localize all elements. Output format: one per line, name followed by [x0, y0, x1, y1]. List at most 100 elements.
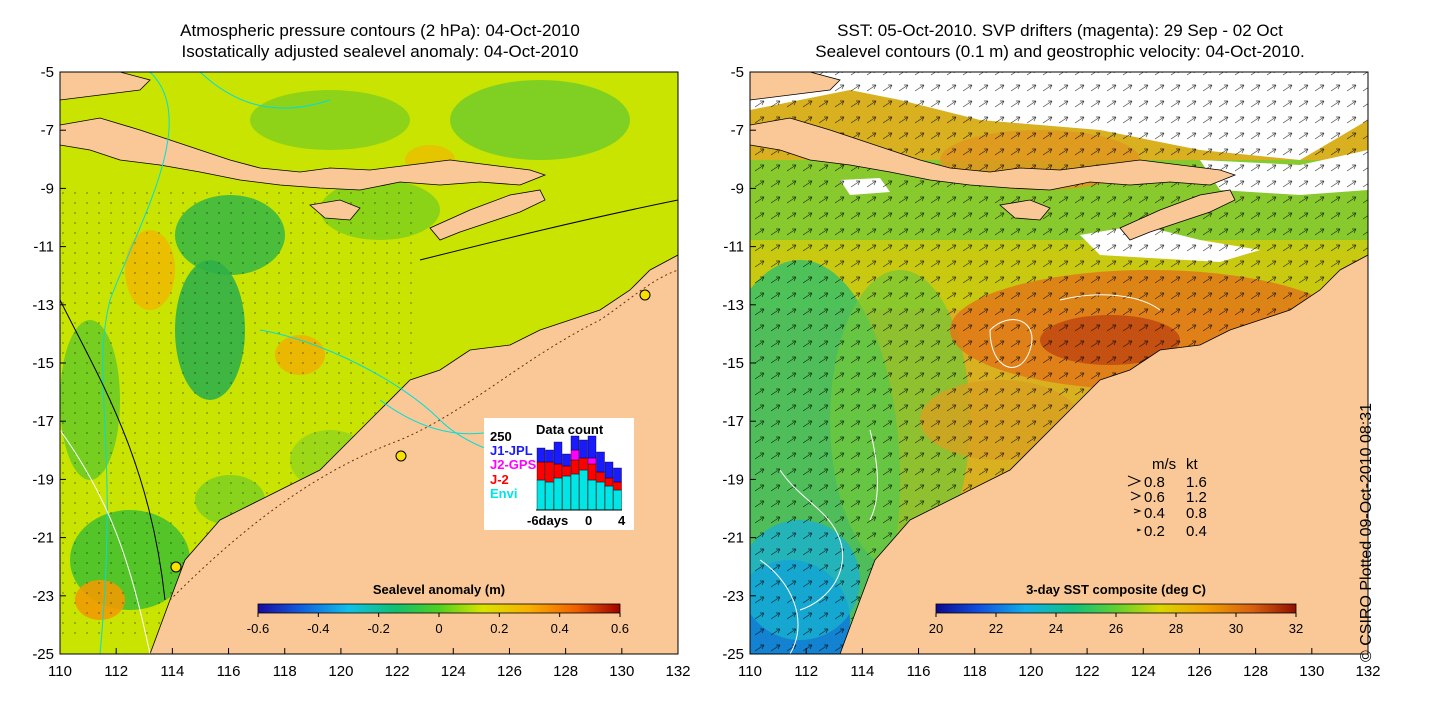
histogram-bar-segment: [553, 463, 563, 479]
y-tick-label: -25: [722, 646, 744, 663]
histogram-bar-segment: [570, 473, 580, 511]
histogram-bar-segment: [536, 447, 546, 463]
data-count-inset: Data count 250 J1-JPL J2-GPS J-2 Envi -6…: [484, 418, 634, 530]
x-tick-label: 114: [160, 663, 184, 680]
sealevel-contour: [779, 469, 844, 611]
y-tick-label: -9: [41, 180, 54, 197]
x-tick-label: 122: [1075, 663, 1100, 680]
left-title-line1: Atmospheric pressure contours (2 hPa): 0…: [180, 21, 580, 40]
inset-histogram-bars: [536, 435, 622, 511]
left-map-panel: [59, 71, 679, 655]
x-tick-label: 120: [328, 663, 353, 680]
colorbar-tick-label: -0.4: [307, 621, 329, 636]
velocity-legend-kt: 0.4: [1186, 523, 1207, 540]
velocity-legend: m/s kt 0.8 1.6 0.6 1.2 0.4 0.8 0.2 0.4: [1127, 456, 1207, 540]
y-tick-label: -15: [32, 355, 54, 372]
y-tick-label: -19: [32, 471, 54, 488]
left-land-masses: [60, 72, 678, 654]
x-tick-label: 114: [850, 663, 874, 680]
velocity-legend-header-ms: m/s: [1152, 456, 1176, 473]
left-colorbar-gradient: [257, 603, 621, 614]
histogram-bar-segment: [596, 451, 605, 473]
inset-legend-j2gps: J2-GPS: [490, 457, 537, 472]
inset-x-tick: 4: [618, 513, 626, 528]
isobath-contour: [199, 72, 331, 109]
timor-island: [1119, 189, 1236, 241]
right-colorbar: 3-day SST composite (deg C) 20 22 24 26 28 30…: [929, 582, 1303, 636]
tide-gauge-marker: [639, 289, 651, 301]
y-tick-label: -21: [32, 530, 54, 547]
sealevel-contour: [869, 429, 878, 521]
inset-legend-j2: J-2: [490, 472, 509, 487]
histogram-bar-segment: [604, 461, 614, 479]
histogram-bar-segment: [587, 479, 597, 511]
histogram-bar-segment: [596, 481, 605, 511]
colorbar-tick-label: 0.2: [490, 621, 508, 636]
right-land-masses: [750, 72, 1368, 654]
velocity-legend-kt: 0.8: [1186, 505, 1207, 522]
velocity-legend-ms: 0.2: [1144, 523, 1165, 540]
velocity-legend-kt: 1.2: [1186, 489, 1207, 506]
y-tick-label: -11: [33, 239, 54, 256]
y-tick-label: -11: [723, 239, 744, 256]
sumba-island: [309, 199, 361, 221]
inset-legend-envi: Envi: [490, 486, 517, 501]
right-colorbar-ticks: 20 22 24 26 28 30 32: [929, 613, 1303, 636]
sealevel-contour-black: [419, 199, 678, 261]
velocity-arrow-icon: [1130, 491, 1142, 501]
x-tick-label: 122: [385, 663, 410, 680]
y-tick-label: -19: [722, 471, 744, 488]
x-tick-label: 116: [907, 663, 931, 680]
y-tick-label: -17: [32, 413, 54, 430]
x-tick-label: 110: [48, 663, 72, 680]
y-tick-label: -5: [41, 64, 54, 81]
histogram-bar-segment: [613, 481, 622, 491]
left-title-line2: Isostatically adjusted sealevel anomaly:…: [181, 42, 579, 61]
x-tick-label: 120: [1018, 663, 1043, 680]
velocity-legend-ms: 0.8: [1144, 474, 1165, 491]
velocity-arrow-icon: [1127, 475, 1142, 487]
timor-island: [429, 189, 546, 241]
y-tick-label: -15: [722, 355, 744, 372]
java-land: [750, 72, 841, 101]
histogram-bar-segment: [587, 435, 597, 459]
y-tick-label: -13: [32, 297, 54, 314]
x-tick-label: 112: [794, 663, 818, 680]
y-tick-label: -7: [41, 122, 54, 139]
tide-gauge-marker: [395, 450, 407, 462]
right-panel-title: SST: 05-Oct-2010. SVP drifters (magenta)…: [720, 20, 1400, 62]
left-colorbar-label: Sealevel anomaly (m): [373, 582, 505, 597]
histogram-bar-segment: [553, 441, 563, 465]
x-tick-label: 112: [104, 663, 128, 680]
histogram-bar-segment: [604, 477, 614, 487]
copyright-label: © CSIRO Plotted 09-Oct-2010 08:31: [1358, 402, 1375, 662]
sealevel-contour-white: [60, 429, 151, 654]
x-tick-label: 126: [497, 663, 522, 680]
x-tick-label: 124: [441, 663, 466, 680]
histogram-bar-segment: [553, 477, 563, 511]
y-tick-label: -9: [731, 180, 744, 197]
right-title-line1: SST: 05-Oct-2010. SVP drifters (magenta)…: [837, 21, 1283, 40]
colorbar-tick-label: 24: [1049, 621, 1063, 636]
inset-x-tick: 0: [585, 513, 592, 528]
right-colorbar-gradient: [935, 603, 1297, 614]
histogram-bar-segment: [562, 475, 571, 511]
velocity-legend-kt: 1.6: [1186, 474, 1207, 491]
histogram-bar-segment: [570, 435, 580, 451]
right-title-line2: Sealevel contours (0.1 m) and geostrophi…: [815, 42, 1305, 61]
y-tick-label: -25: [32, 646, 54, 663]
histogram-bar-segment: [613, 489, 622, 511]
colorbar-tick-label: 0.6: [611, 621, 629, 636]
y-tick-label: -13: [722, 297, 744, 314]
histogram-bar-segment: [545, 449, 554, 463]
x-tick-label: 128: [553, 663, 578, 680]
coastal-dotted-contour: [169, 269, 678, 601]
x-tick-label: 118: [963, 663, 987, 680]
histogram-bar-segment: [579, 439, 588, 459]
x-tick-label: 132: [665, 663, 690, 680]
right-map-body: [750, 72, 1368, 654]
colorbar-tick-label: 32: [1289, 621, 1303, 636]
histogram-bar-segment: [596, 471, 605, 483]
